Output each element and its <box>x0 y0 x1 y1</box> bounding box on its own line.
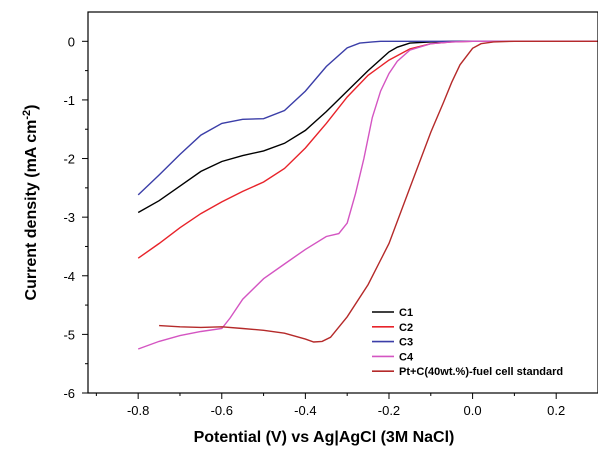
x-tick-label: -0.8 <box>127 403 149 418</box>
y-tick-label: -2 <box>63 152 75 167</box>
y-tick-label: -5 <box>63 327 75 342</box>
y-tick-label: -6 <box>63 386 75 401</box>
y-tick-label: 0 <box>68 34 75 49</box>
series-lines <box>137 40 598 350</box>
series-line-5 <box>159 40 598 343</box>
x-axis-ticks: -0.8 -0.6 -0.4 -0.2 0.0 0.2 <box>95 393 565 418</box>
legend-label-1: C1 <box>399 307 413 319</box>
y-tick-label: -3 <box>63 210 75 225</box>
plot-frame <box>87 11 598 394</box>
x-axis-title: Potential (V) vs Ag|AgCl (3M NaCl) <box>194 429 455 446</box>
legend-label-3: C3 <box>399 337 413 349</box>
series-line-3 <box>137 40 598 196</box>
y-axis-ticks: 0 -1 -2 -3 -4 -5 -6 <box>63 34 88 401</box>
y-axis-title-superscript: -2 <box>21 110 33 120</box>
x-tick-label: -0.4 <box>294 403 316 418</box>
legend: C1 C2 C3 C4 Pt+C(40wt.%)-fuel cell standard <box>372 307 563 378</box>
x-tick-label: -0.2 <box>378 403 400 418</box>
legend-label-2: C2 <box>399 322 413 334</box>
y-axis-title: Current density (mA cm-2) <box>21 105 40 301</box>
x-tick-label: -0.6 <box>211 403 233 418</box>
y-axis-title-main: Current density (mA cm <box>23 120 40 301</box>
x-tick-label: 0.2 <box>547 403 565 418</box>
series-line-2 <box>137 40 598 259</box>
legend-label-5: Pt+C(40wt.%)-fuel cell standard <box>399 366 563 378</box>
legend-label-4: C4 <box>399 351 414 363</box>
y-axis-title-end: ) <box>23 105 40 110</box>
x-tick-label: 0.0 <box>464 403 482 418</box>
y-tick-label: -4 <box>63 269 75 284</box>
y-tick-label: -1 <box>63 93 75 108</box>
series-line-1 <box>137 40 598 214</box>
series-line-4 <box>137 40 598 350</box>
